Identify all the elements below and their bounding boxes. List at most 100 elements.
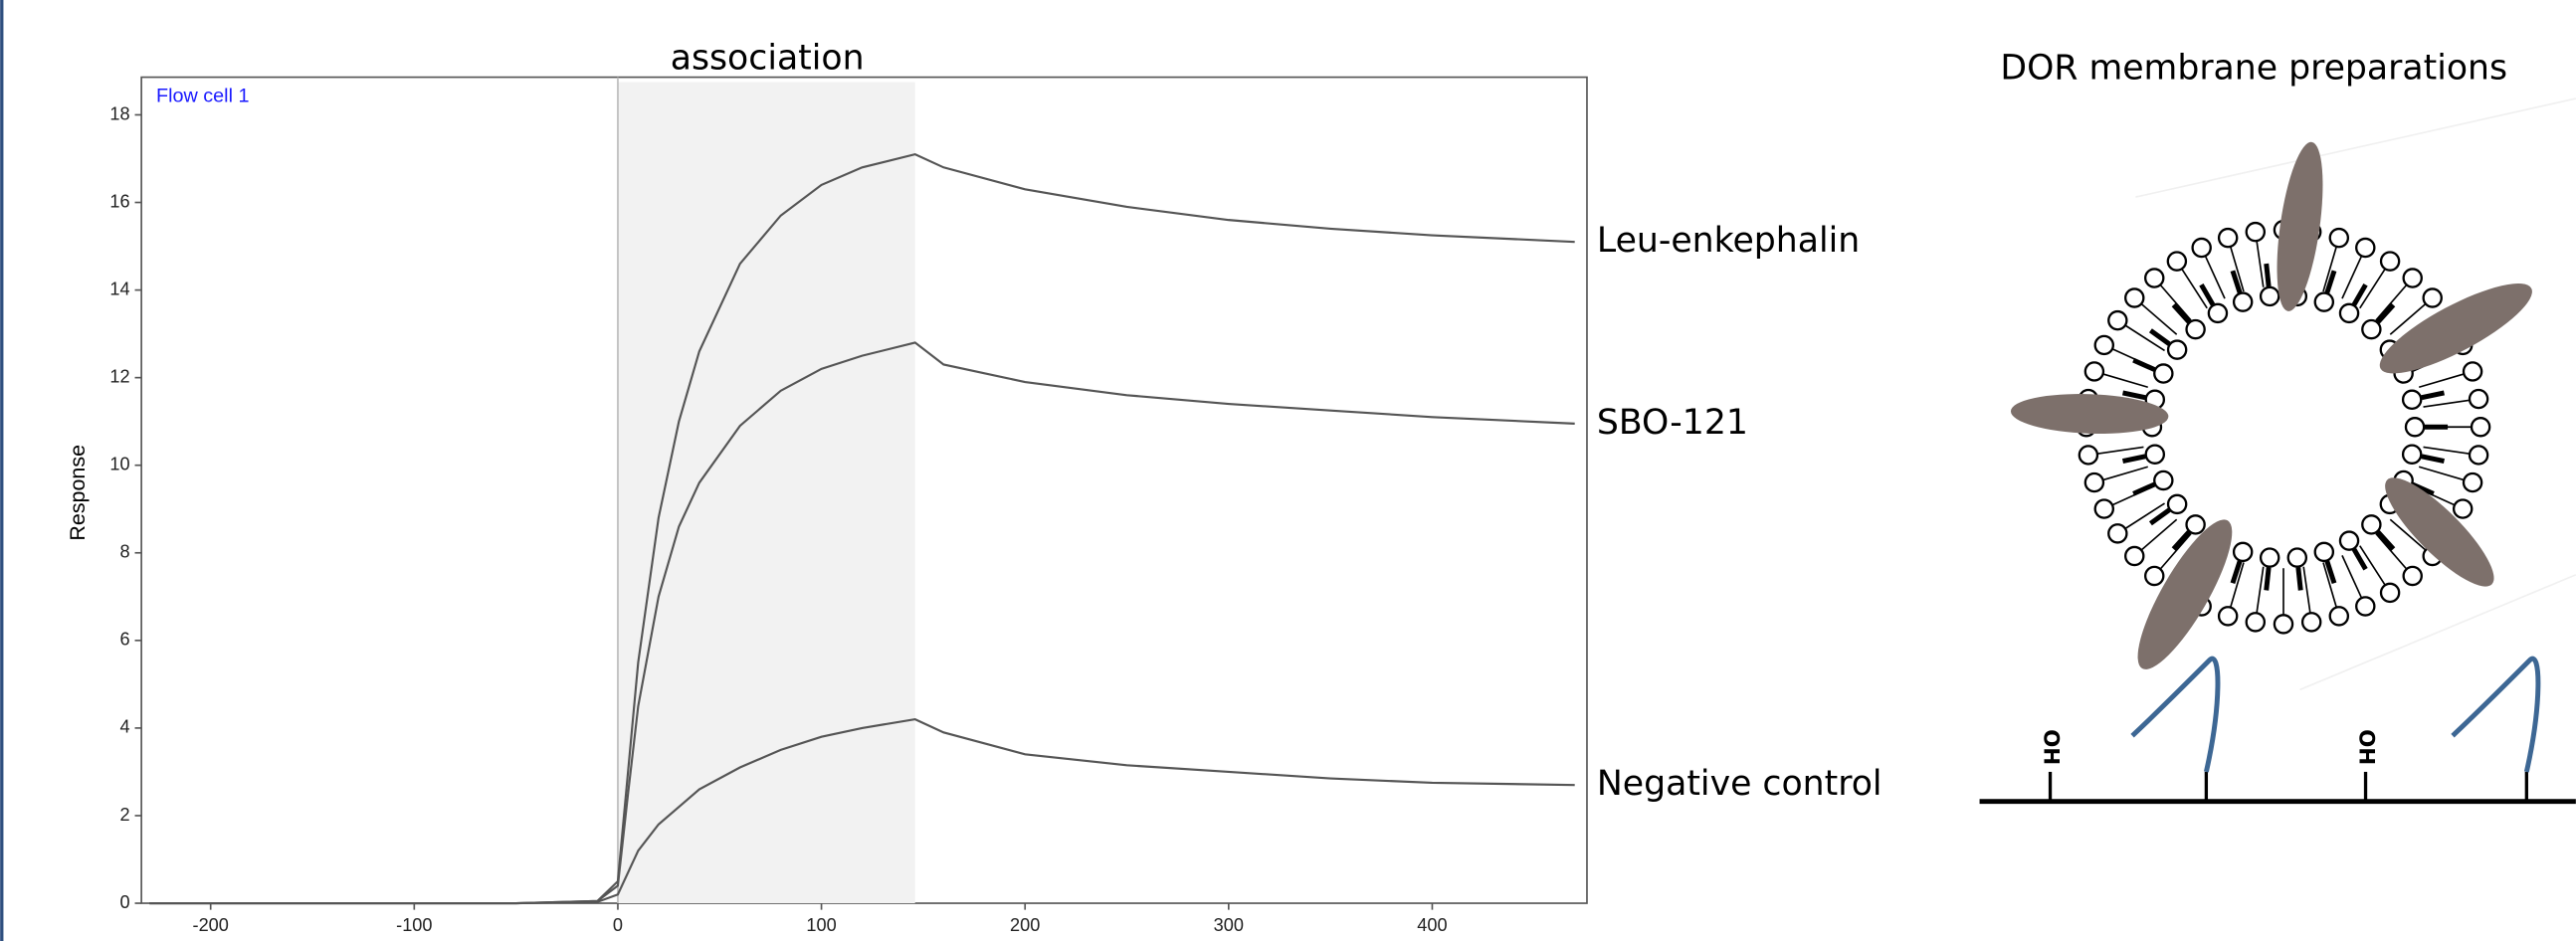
- lipid-head: [2125, 288, 2143, 306]
- left-border: [0, 0, 3, 941]
- lipid-head: [2356, 239, 2374, 257]
- surface-label: OH: [2039, 729, 2064, 765]
- lipid-tail: [2098, 447, 2144, 454]
- x-tick-label: 0: [613, 915, 623, 935]
- x-tick-label: 300: [1214, 915, 1244, 935]
- lipid-head: [2219, 607, 2237, 625]
- lipid-head: [2470, 446, 2487, 464]
- decor-line: [2135, 98, 2575, 197]
- lipid-head: [2403, 391, 2421, 409]
- lipid-head: [2209, 304, 2227, 322]
- lipid-head: [2193, 239, 2211, 257]
- lipid-tail: [2422, 393, 2445, 398]
- lipid-head: [2168, 495, 2186, 513]
- lipid-head: [2080, 446, 2097, 464]
- lipid-head: [2340, 304, 2358, 322]
- association-phase: [618, 83, 915, 903]
- lipid-head: [2464, 473, 2481, 491]
- lipid-head: [2330, 607, 2348, 625]
- x-tick-label: 200: [1010, 915, 1040, 935]
- lipid-head: [2403, 446, 2421, 464]
- lipid-head: [2234, 543, 2252, 561]
- lipid-head: [2154, 471, 2172, 489]
- receptor: [2372, 465, 2506, 599]
- lipid-tail: [2122, 457, 2145, 462]
- lipid-head: [2085, 362, 2103, 380]
- lipid-tail: [2378, 305, 2393, 322]
- y-tick-label: 18: [109, 103, 129, 123]
- page: {"chart_data": {"type": "line", "title":…: [0, 0, 2576, 941]
- surface-label: OH: [2354, 729, 2379, 765]
- lipid-tail: [2342, 257, 2361, 298]
- diagram-title: DOR membrane preparations: [2000, 48, 2507, 88]
- lipid-head: [2095, 499, 2113, 517]
- lipid-head: [2381, 253, 2399, 271]
- lipid-head: [2125, 547, 2143, 565]
- lipid-tail: [2103, 374, 2147, 387]
- lipid-head: [2302, 613, 2320, 631]
- series-label: SBO-121: [1597, 403, 1748, 443]
- lipid-head: [2145, 269, 2163, 286]
- y-tick-label: 16: [109, 191, 129, 211]
- lipid-tail: [2257, 242, 2264, 287]
- chart-title: association: [671, 38, 865, 78]
- y-tick-label: 8: [119, 542, 129, 562]
- y-tick-label: 14: [109, 279, 129, 298]
- x-tick-label: -200: [193, 915, 229, 935]
- lipid-head: [2168, 253, 2186, 271]
- lipid-tail: [2103, 467, 2147, 479]
- lipid-head: [2168, 341, 2186, 359]
- lipid-tail: [2267, 567, 2269, 590]
- lipid-head: [2145, 567, 2163, 585]
- series-label: Leu-enkephalin: [1597, 221, 1860, 261]
- lipid-head: [2404, 567, 2422, 585]
- lipid-head: [2362, 515, 2380, 533]
- lipid-head: [2362, 320, 2380, 338]
- lipid-head: [2340, 532, 2358, 550]
- flow-cell-label: Flow cell 1: [156, 86, 250, 107]
- lipid-head: [2085, 473, 2103, 491]
- series-label: Negative control: [1597, 764, 1882, 804]
- receptors: [2010, 139, 2542, 679]
- lipid-tail: [2419, 467, 2463, 479]
- lipid-tail: [2376, 285, 2406, 320]
- lipid-tail: [2122, 393, 2145, 398]
- lipid-head: [2470, 390, 2487, 408]
- lipid-tail: [2376, 534, 2406, 569]
- lipid-head: [2261, 549, 2279, 567]
- lipid-tail: [2150, 330, 2169, 344]
- lipid-tail: [2378, 532, 2393, 549]
- lipid-head: [2275, 615, 2292, 633]
- lipid-tail: [2174, 532, 2189, 549]
- lipid-head: [2187, 515, 2205, 533]
- lipid-tail: [2206, 257, 2225, 298]
- lipid-head: [2315, 543, 2333, 561]
- y-tick-label: 2: [119, 805, 129, 825]
- lipid-head: [2288, 549, 2306, 567]
- x-tick-label: 100: [806, 915, 836, 935]
- lipid-head: [2330, 229, 2348, 247]
- lipid-tail: [2303, 567, 2310, 613]
- lipid-tail: [2133, 360, 2154, 369]
- lipid-tail: [2298, 567, 2300, 590]
- lipid-tail: [2133, 484, 2154, 493]
- x-tick-label: 400: [1417, 915, 1447, 935]
- lipid-tail: [2342, 555, 2361, 597]
- lipid-head: [2146, 446, 2164, 464]
- lipid-head: [2095, 336, 2113, 354]
- lipid-tail: [2142, 519, 2177, 549]
- lipid-tail: [2267, 264, 2269, 286]
- lipid-tail: [2174, 305, 2189, 322]
- lipid-head: [2108, 311, 2126, 329]
- receptor: [2370, 268, 2542, 388]
- y-tick-label: 4: [119, 717, 129, 737]
- lipid-head: [2406, 418, 2424, 436]
- linker: [2453, 659, 2538, 772]
- lipid-head: [2154, 364, 2172, 382]
- lipid-tail: [2419, 374, 2463, 387]
- lipid-head: [2381, 584, 2399, 602]
- x-tick-label: -100: [396, 915, 432, 935]
- lipid-head: [2247, 613, 2265, 631]
- lipid-tail: [2422, 457, 2445, 462]
- y-tick-label: 10: [109, 455, 129, 474]
